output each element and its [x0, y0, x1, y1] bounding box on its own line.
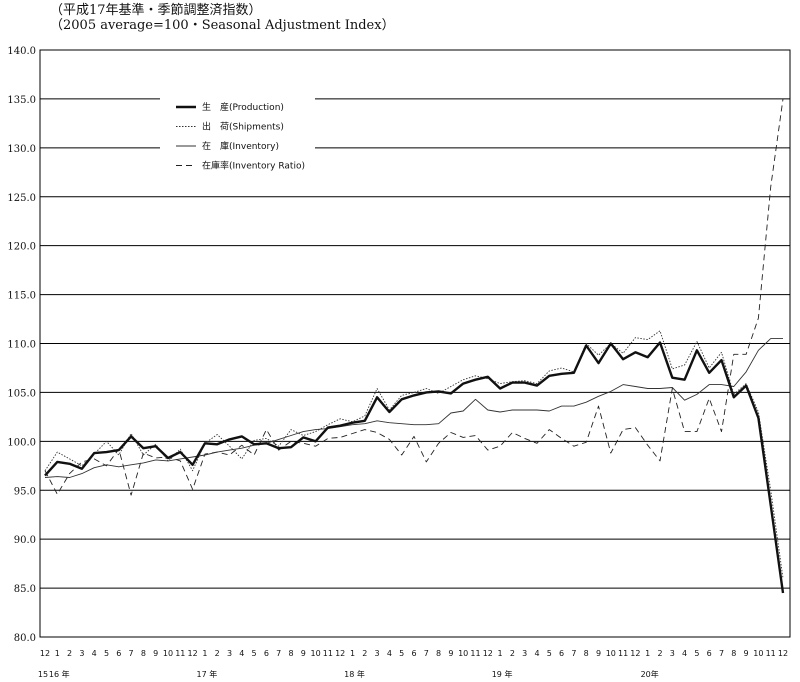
x-tick-label: 2 [215, 649, 220, 658]
x-tick-label: 11 [766, 649, 776, 658]
x-tick-label: 10 [458, 649, 468, 658]
x-tick-label: 7 [424, 649, 429, 658]
x-tick-label: 12 [778, 649, 788, 658]
x-year-label: 16 年 [49, 669, 70, 679]
x-tick-label: 3 [227, 649, 232, 658]
x-tick-label: 10 [311, 649, 321, 658]
x-tick-label: 1 [55, 649, 60, 658]
x-tick-label: 5 [399, 649, 404, 658]
series-line [44, 338, 783, 478]
x-tick-label: 6 [264, 649, 269, 658]
y-tick-label: 100.0 [7, 437, 36, 448]
legend-box [160, 92, 315, 174]
chart-title-block: （平成17年基準・季節調整済指数） （2005 average=100・Seas… [50, 3, 395, 33]
x-tick-label: 9 [301, 649, 306, 658]
chart-subtitle: （2005 average=100・Seasonal Adjustment In… [50, 18, 395, 33]
x-tick-label: 12 [483, 649, 493, 658]
x-tick-label: 2 [657, 649, 662, 658]
x-tick-label: 8 [288, 649, 293, 658]
x-tick-label: 6 [707, 649, 712, 658]
x-tick-label: 8 [436, 649, 441, 658]
x-tick-label: 2 [67, 649, 72, 658]
y-tick-label: 95.0 [14, 486, 36, 497]
legend-label: 生 産(Production) [202, 101, 284, 113]
x-tick-label: 1 [202, 649, 207, 658]
y-tick-label: 110.0 [7, 340, 36, 351]
y-tick-label: 130.0 [7, 144, 36, 155]
x-tick-label: 10 [753, 649, 763, 658]
x-tick-label: 2 [510, 649, 515, 658]
x-tick-label: 4 [534, 649, 539, 658]
series-line [44, 98, 784, 496]
x-tick-label: 7 [719, 649, 724, 658]
x-tick-label: 6 [411, 649, 416, 658]
x-tick-label: 1 [350, 649, 355, 658]
x-year-label: 18 年 [344, 669, 365, 679]
x-tick-label: 9 [596, 649, 601, 658]
x-tick-label: 12 [630, 649, 640, 658]
x-tick-label: 8 [584, 649, 589, 658]
x-tick-label: 12 [40, 649, 50, 658]
x-tick-label: 11 [618, 649, 628, 658]
x-tick-label: 5 [694, 649, 699, 658]
x-year-label: 17 年 [197, 669, 218, 679]
y-tick-label: 120.0 [7, 242, 36, 253]
x-tick-label: 3 [670, 649, 675, 658]
x-tick-label: 8 [731, 649, 736, 658]
x-tick-label: 11 [323, 649, 333, 658]
x-tick-label: 7 [276, 649, 281, 658]
x-tick-label: 2 [362, 649, 367, 658]
x-tick-label: 6 [559, 649, 564, 658]
x-tick-label: 5 [547, 649, 552, 658]
legend-label: 在庫率(Inventory Ratio) [202, 160, 305, 172]
legend-label: 在 庫(Inventory) [202, 140, 279, 152]
x-tick-label: 8 [141, 649, 146, 658]
x-tick-label: 9 [744, 649, 749, 658]
x-tick-label: 3 [375, 649, 380, 658]
x-year-label: 20年 [641, 669, 659, 679]
x-tick-label: 12 [335, 649, 345, 658]
x-tick-label: 12 [188, 649, 198, 658]
y-tick-label: 85.0 [14, 584, 36, 595]
chart-title: （平成17年基準・季節調整済指数） [50, 3, 262, 18]
x-tick-label: 5 [104, 649, 109, 658]
y-tick-label: 135.0 [7, 95, 36, 106]
x-tick-label: 6 [116, 649, 121, 658]
x-tick-label: 4 [682, 649, 687, 658]
x-tick-label: 4 [239, 649, 244, 658]
x-tick-label: 7 [129, 649, 134, 658]
series-line [44, 330, 784, 579]
x-tick-label: 9 [448, 649, 453, 658]
x-tick-label: 7 [571, 649, 576, 658]
y-tick-label: 90.0 [14, 535, 36, 546]
x-tick-label: 1 [645, 649, 650, 658]
x-tick-label: 9 [153, 649, 158, 658]
x-tick-label: 5 [252, 649, 257, 658]
series-line [44, 341, 785, 594]
y-tick-label: 140.0 [7, 46, 36, 57]
x-tick-label: 1 [498, 649, 503, 658]
x-tick-label: 3 [79, 649, 84, 658]
y-tick-label: 80.0 [14, 633, 36, 644]
y-tick-label: 115.0 [7, 291, 36, 302]
x-year-label: 19 年 [492, 669, 513, 679]
x-tick-label: 10 [163, 649, 173, 658]
x-tick-label: 4 [387, 649, 392, 658]
x-tick-label: 11 [175, 649, 185, 658]
x-tick-label: 4 [92, 649, 97, 658]
x-tick-label: 11 [470, 649, 480, 658]
x-tick-label: 10 [606, 649, 616, 658]
x-year-label: 15 [38, 670, 48, 679]
y-tick-label: 105.0 [7, 388, 36, 399]
legend-label: 出 荷(Shipments) [202, 121, 284, 133]
x-tick-label: 3 [522, 649, 527, 658]
y-tick-label: 125.0 [7, 193, 36, 204]
